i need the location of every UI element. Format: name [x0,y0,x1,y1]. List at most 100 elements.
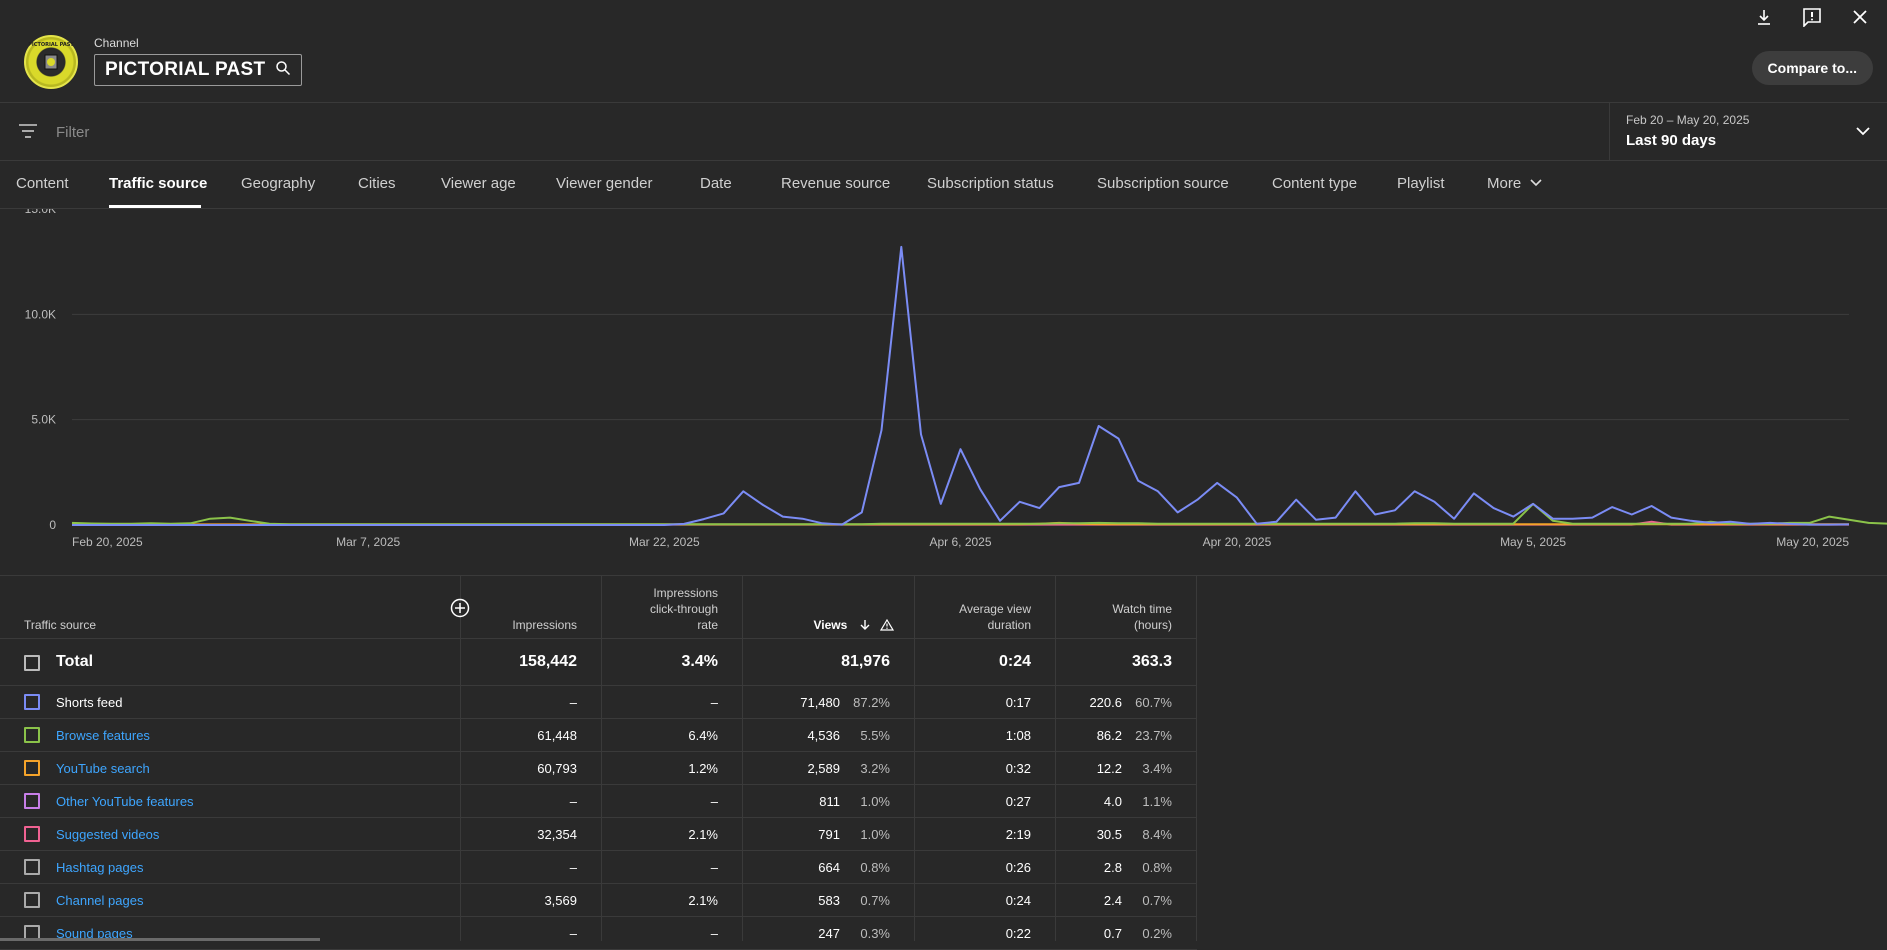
tab-date[interactable]: Date [700,175,732,192]
tab-traffic-source[interactable]: Traffic source [109,175,208,192]
watch-value: 2.8 [1103,860,1122,875]
total-ctr: 3.4% [681,653,718,670]
watch-percent: 1.1% [1142,794,1172,809]
search-icon[interactable] [275,60,291,81]
traffic-source-name[interactable]: Browse features [56,728,150,743]
views-value: 791 [818,827,840,842]
tab-revenue-source[interactable]: Revenue source [781,175,891,192]
tab-more[interactable]: More [1487,175,1543,192]
series-line [71,502,1887,526]
tab-playlist[interactable]: Playlist [1397,175,1445,192]
traffic-source-name[interactable]: Hashtag pages [56,860,144,875]
impressions-value: – [569,860,577,875]
dimension-tabs: Content Traffic source Geography Cities … [0,161,1887,209]
close-icon[interactable] [1847,4,1873,30]
filter-icon[interactable] [18,123,38,144]
views-percent: 0.7% [860,893,890,908]
total-avd: 0:24 [998,653,1031,670]
ctr-value: – [710,860,718,875]
add-column-icon[interactable] [450,598,470,623]
views-percent: 87.2% [853,695,890,710]
watch-value: 220.6 [1089,695,1122,710]
watch-value: 30.5 [1096,827,1122,842]
checkbox[interactable] [24,793,40,809]
watch-percent: 23.7% [1135,728,1172,743]
y-tick-label: 0 [49,518,56,532]
watch-value: 0.7 [1103,926,1122,941]
ctr-value: 1.2% [688,761,718,776]
header-avg-view-duration[interactable]: Average view duration [959,602,1031,632]
filter-input[interactable]: Filter [56,124,90,141]
horizontal-scrollbar[interactable] [0,938,320,941]
tab-viewer-gender[interactable]: Viewer gender [556,175,653,192]
ctr-value: – [710,695,718,710]
channel-selector[interactable]: PICTORIAL PAST [94,54,303,86]
checkbox[interactable] [24,892,40,908]
tab-subscription-source[interactable]: Subscription source [1097,175,1229,192]
header-watch-time[interactable]: Watch time (hours) [1112,602,1172,632]
header-ctr[interactable]: Impressions click-through rate [649,586,718,632]
checkbox[interactable] [24,859,40,875]
ctr-value: – [710,794,718,809]
views-percent: 0.3% [860,926,890,941]
views-percent: 1.0% [860,794,890,809]
checkbox-total[interactable] [24,655,40,671]
x-tick-label: Apr 6, 2025 [929,535,991,549]
tab-subscription-status[interactable]: Subscription status [927,175,1054,192]
traffic-chart: 15.0K 10.0K 5.0K 0 Feb 20, 2025 Mar 7, 2025 Ma… [0,209,1887,576]
table-row: Sound pages – – 247 0.3% 0:22 0.7 0.2% [0,917,1197,950]
tab-viewer-age[interactable]: Viewer age [441,175,516,192]
download-icon[interactable] [1751,4,1777,30]
watch-value: 12.2 [1096,761,1122,776]
watch-percent: 0.7% [1142,893,1172,908]
traffic-source-name[interactable]: Other YouTube features [56,794,194,809]
views-value: 583 [818,893,840,908]
warning-icon [879,618,895,631]
views-value: 664 [818,860,840,875]
table-row: Channel pages 3,569 2.1% 583 0.7% 0:24 2.4 0.7% [0,884,1197,917]
table-row: Other YouTube features – – 811 1.0% 0:27 4.0 1.… [0,785,1197,818]
avd-value: 2:19 [1005,827,1031,842]
x-tick-label: Feb 20, 2025 [72,535,143,549]
tab-content-type[interactable]: Content type [1272,175,1358,192]
views-value: 247 [818,926,840,941]
tab-geography[interactable]: Geography [241,175,316,192]
tab-content[interactable]: Content [16,175,69,192]
compare-button[interactable]: Compare to... [1751,51,1873,85]
traffic-source-name[interactable]: YouTube search [56,761,150,776]
ctr-value: – [710,926,718,941]
views-value: 2,589 [807,761,840,776]
impressions-value: 60,793 [537,761,577,776]
sort-arrow-down-icon [860,620,870,630]
date-range-picker[interactable]: Feb 20 – May 20, 2025 Last 90 days [1609,103,1887,161]
channel-header: PICTORIAL PAST Channel PICTORIAL PAST Co… [0,0,1887,103]
header-views[interactable]: Views [752,617,895,633]
checkbox[interactable] [24,760,40,776]
avd-value: 0:32 [1005,761,1031,776]
traffic-source-name[interactable]: Sound pages [56,926,133,941]
tab-more-label: More [1487,175,1522,192]
avatar-text: PICTORIAL PAST [28,42,74,48]
chevron-down-icon [1855,123,1871,144]
ctr-value: 2.1% [688,893,718,908]
traffic-source-name[interactable]: Channel pages [56,893,144,908]
avd-value: 0:17 [1005,695,1031,710]
checkbox[interactable] [24,727,40,743]
traffic-source-name[interactable]: Suggested videos [56,827,160,842]
filter-bar: Filter Feb 20 – May 20, 2025 Last 90 day… [0,103,1887,161]
header-traffic-source[interactable]: Traffic source [24,618,97,632]
total-views: 81,976 [841,653,890,670]
views-percent: 3.2% [860,761,890,776]
watch-value: 86.2 [1096,728,1122,743]
y-tick-label: 5.0K [31,413,56,427]
impressions-value: 3,569 [544,893,577,908]
channel-avatar[interactable]: PICTORIAL PAST [24,35,78,89]
channel-name: PICTORIAL PAST [105,59,266,80]
tab-cities[interactable]: Cities [358,175,396,192]
header-impressions[interactable]: Impressions [512,618,577,632]
checkbox[interactable] [24,826,40,842]
ctr-value: 2.1% [688,827,718,842]
checkbox[interactable] [24,694,40,710]
feedback-icon[interactable] [1799,4,1825,30]
watch-percent: 0.2% [1142,926,1172,941]
